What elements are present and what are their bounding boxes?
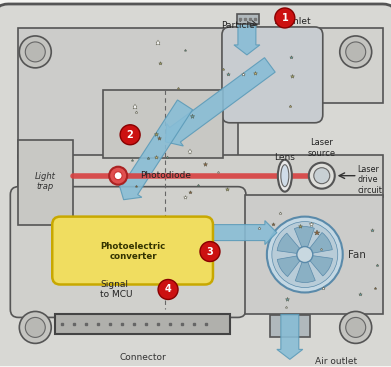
Bar [103,90,223,158]
FancyBboxPatch shape [10,187,246,317]
Circle shape [200,241,220,262]
Bar [18,28,238,158]
Text: 1: 1 [282,13,288,23]
Circle shape [340,312,372,344]
Ellipse shape [281,165,289,187]
Text: Particle: Particle [221,21,255,30]
Circle shape [297,247,313,262]
Circle shape [120,125,140,145]
FancyBboxPatch shape [52,217,213,284]
FancyArrow shape [165,58,275,146]
Text: Light
trap: Light trap [35,172,56,191]
Wedge shape [277,233,305,255]
Circle shape [272,222,338,287]
Circle shape [275,8,295,28]
Circle shape [19,36,51,68]
Text: Laser
source: Laser source [308,138,336,158]
Bar [55,315,230,334]
Circle shape [346,317,366,337]
Circle shape [267,217,343,292]
Text: Photodiode: Photodiode [140,171,191,180]
Text: Air inlet: Air inlet [275,18,310,26]
FancyBboxPatch shape [0,4,391,367]
Text: Laser
drive
circuit: Laser drive circuit [358,165,382,195]
Text: Lens: Lens [274,153,295,162]
FancyBboxPatch shape [222,27,323,123]
Circle shape [25,42,45,62]
FancyArrow shape [175,221,277,244]
Ellipse shape [278,160,292,192]
FancyArrow shape [277,315,303,359]
Bar [18,140,73,225]
Wedge shape [295,255,315,283]
Bar [18,155,383,197]
Text: Fan: Fan [348,250,366,259]
Text: 3: 3 [206,247,213,257]
Circle shape [19,312,51,344]
Bar [237,14,259,24]
FancyArrow shape [118,100,192,200]
Circle shape [158,280,178,299]
Circle shape [340,36,372,68]
Wedge shape [305,255,332,276]
Text: 4: 4 [165,284,171,294]
Text: Signal
to MCU: Signal to MCU [100,280,133,299]
Wedge shape [305,233,332,255]
Bar [270,316,310,337]
Circle shape [309,163,335,189]
Circle shape [25,317,45,337]
Text: 2: 2 [127,130,133,140]
Circle shape [109,167,127,185]
Circle shape [346,42,366,62]
Text: Photoelectric
converter: Photoelectric converter [100,242,166,261]
Bar [245,195,383,315]
Bar [320,28,383,103]
Circle shape [314,168,330,184]
Wedge shape [277,255,305,277]
Circle shape [114,172,122,180]
Text: Air outlet: Air outlet [315,357,357,366]
FancyArrow shape [234,15,260,55]
Text: Connector: Connector [120,353,167,362]
Wedge shape [294,226,314,255]
